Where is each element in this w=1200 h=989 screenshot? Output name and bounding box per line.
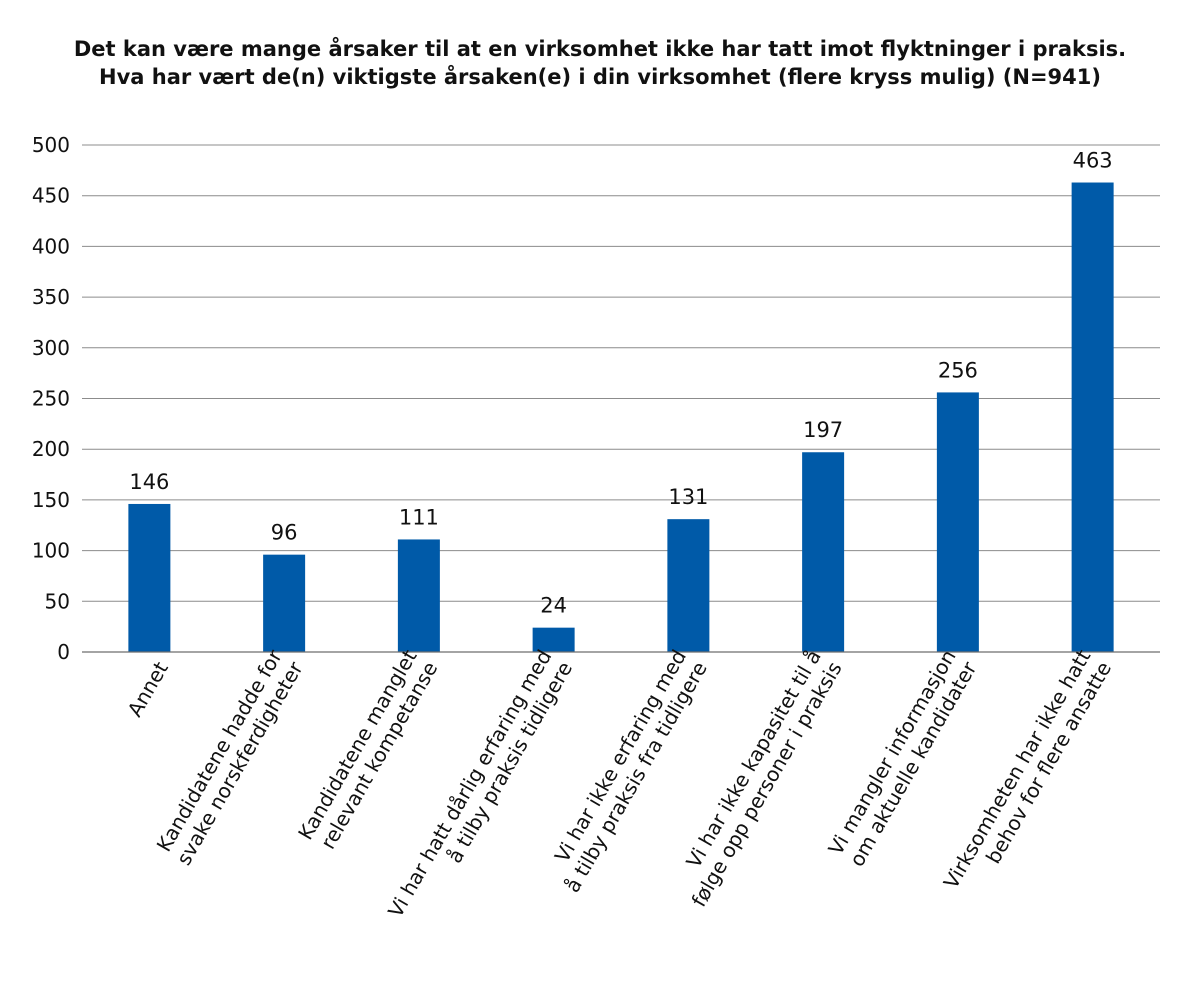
bar	[397, 539, 440, 652]
category-label-line: Vi mangler informasjon	[823, 646, 960, 860]
y-tick-label: 50	[45, 589, 70, 613]
y-tick-label: 500	[32, 133, 70, 157]
bar	[263, 554, 306, 652]
chart-title: Det kan være mange årsaker til at en vir…	[74, 36, 1126, 89]
data-label: 131	[668, 485, 708, 509]
category-label-line: Kandidatene hadde for	[152, 645, 288, 856]
y-tick-label: 0	[57, 640, 70, 664]
data-label: 197	[803, 418, 843, 442]
y-tick-label: 350	[32, 285, 70, 309]
category-label-line: svake norskferdigheter	[172, 657, 309, 869]
gridlines	[82, 144, 1160, 602]
bar	[667, 519, 710, 652]
y-tick-label: 200	[32, 437, 70, 461]
data-label: 111	[399, 505, 439, 529]
bar	[128, 503, 171, 652]
y-tick-label: 400	[32, 234, 70, 258]
y-axis-tick-labels: 0 50 100 150 200 250 300 350 400 450 500	[32, 133, 70, 664]
y-tick-label: 150	[32, 488, 70, 512]
y-tick-label: 450	[32, 184, 70, 208]
category-label: Annet	[123, 657, 173, 720]
bar	[802, 452, 845, 652]
data-label: 96	[271, 521, 298, 545]
y-tick-label: 100	[32, 539, 70, 563]
bar	[936, 392, 979, 652]
data-labels: 146 96 111 24 131 197 256 463	[129, 149, 1112, 618]
data-label: 463	[1073, 149, 1113, 173]
chart-title-line-1: Det kan være mange årsaker til at en vir…	[74, 36, 1126, 61]
y-tick-label: 300	[32, 336, 70, 360]
category-label-line: Annet	[123, 657, 173, 720]
y-tick-label: 250	[32, 387, 70, 411]
bar	[1071, 182, 1114, 652]
data-label: 146	[129, 470, 169, 494]
category-label-line: om aktuelle kandidater	[844, 657, 981, 871]
bar	[532, 627, 575, 652]
chart-title-line-2: Hva har vært de(n) viktigste årsaken(e) …	[99, 64, 1101, 89]
category-label-line: følge opp personer i praksis	[687, 658, 847, 911]
data-label: 256	[938, 358, 978, 382]
data-label: 24	[540, 594, 567, 618]
bars	[128, 182, 1114, 652]
